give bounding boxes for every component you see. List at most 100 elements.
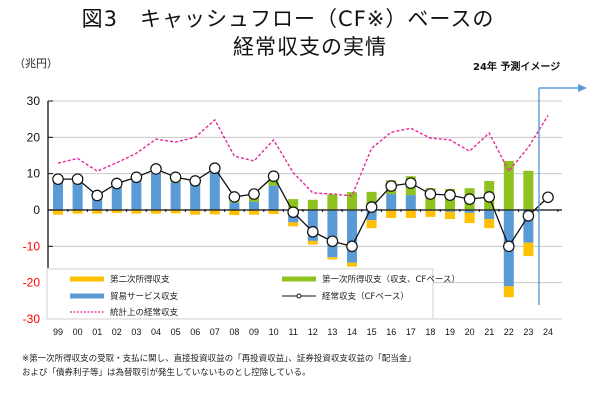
cf-current-account-point [306,226,319,238]
x-tick-label: 01 [92,327,102,337]
bar-secondary-income [484,219,495,229]
x-tick-label: 99 [53,327,63,337]
bar-secondary-income [366,220,377,229]
cf-current-account-point [483,191,495,203]
bar-secondary-income [503,286,514,298]
bar-secondary-income [53,210,63,215]
x-tick-label: 19 [445,327,455,337]
bar-trade-services [347,210,357,263]
footnote-line1: ※第一次所得収支の受取・支払に関し、直接投資収益の「再投資収益」、証券投資収支収… [22,354,416,364]
bar-trade-services [484,210,495,220]
cf-current-account-point [248,188,260,200]
forecast-label: 24年 予測イメージ [473,62,561,73]
legend-swatch [70,276,104,282]
legend-swatch [282,276,316,282]
bar-trade-services [405,195,416,210]
bar-secondary-income [307,240,318,245]
x-tick-label: 18 [425,327,435,337]
bar-trade-services [366,210,377,221]
bar-trade-services [445,210,455,212]
bar-trade-services [386,194,397,210]
legend-label: 統計上の経常収支 [110,307,179,318]
x-tick-label: 13 [327,327,337,337]
cf-current-account-point [111,177,123,190]
bar-primary-income [523,170,534,210]
x-tick-label: 14 [347,327,357,337]
bar-secondary-income [72,210,83,214]
y-tick-label: -10 [23,239,41,253]
bar-secondary-income [445,211,455,220]
legend-label: 第二次所得収支 [110,274,170,285]
chart-title-line2: 経常収支の実情 [233,35,387,59]
bar-primary-income [327,194,338,210]
bar-secondary-income [288,222,299,227]
bar-secondary-income [523,242,534,257]
legend-label: 第一次所得収支（収支、CFベース） [322,274,460,285]
x-tick-label: 00 [73,327,83,337]
cf-current-account-point [424,188,437,200]
bar-secondary-income [131,210,142,214]
legend-label: 貿易サービス収支 [110,291,179,302]
legend-marker-icon [296,293,302,299]
x-tick-label: 20 [465,327,475,337]
x-tick-label: 09 [249,327,259,337]
cf-current-account-point [463,193,476,205]
y-tick-label: 20 [27,130,41,144]
bar-trade-services [92,198,103,210]
bar-secondary-income [92,210,103,214]
bar-trade-services [523,210,534,243]
x-tick-label: 11 [289,327,298,337]
cf-current-account-point [404,177,417,189]
bar-trade-services [249,201,259,210]
x-tick-label: 16 [386,327,396,337]
x-tick-label: 12 [308,327,318,337]
cf-current-account-point [71,173,84,185]
bar-trade-services [72,182,83,210]
cf-current-account-point [542,191,554,204]
x-tick-label: 06 [190,327,200,337]
bar-primary-income [307,199,318,210]
x-tick-label: 23 [523,327,533,337]
forecast-arrow-head-icon [578,84,587,92]
cf-current-account-point [209,162,221,175]
x-tick-label: 05 [171,327,181,337]
y-tick-label: 30 [27,94,41,108]
bar-secondary-income [111,210,122,213]
x-tick-label: 21 [484,327,494,337]
line-statistical-current-account [57,115,549,197]
bar-secondary-income [386,210,397,218]
bar-trade-services [229,202,240,210]
x-tick-label: 03 [131,327,141,337]
legend-box [46,268,434,320]
bar-trade-services [131,179,142,210]
x-tick-label: 07 [210,327,220,337]
chart-title-line1: 図3 キャッシュフロー（CF※）ベースの [81,7,495,31]
bar-secondary-income [229,210,240,216]
x-tick-label: 04 [151,327,161,337]
bar-trade-services [53,180,63,210]
bar-secondary-income [327,257,338,260]
cf-current-account-point [346,240,358,253]
y-tick-label: 0 [33,203,40,217]
cf-current-account-point [130,171,143,184]
x-tick-label: 02 [112,327,122,337]
bar-primary-income [347,192,357,210]
bar-primary-income [503,160,514,210]
bar-secondary-income [209,210,220,215]
cf-current-account-point [502,240,515,253]
bar-trade-services [464,210,475,213]
bar-secondary-income [190,210,201,215]
cf-current-account-point [267,170,280,183]
x-tick-label: 17 [406,327,416,337]
cf-current-account-point [365,201,378,213]
bar-secondary-income [405,210,416,218]
y-tick-label: 10 [27,167,41,181]
cf-current-account-point [228,191,241,203]
bar-secondary-income [347,262,357,267]
bar-trade-services [268,185,279,210]
bar-primary-income [288,199,299,210]
bar-secondary-income [170,210,181,214]
y-axis-unit-label: （兆円） [14,57,58,70]
cf-current-account-point [150,163,162,175]
